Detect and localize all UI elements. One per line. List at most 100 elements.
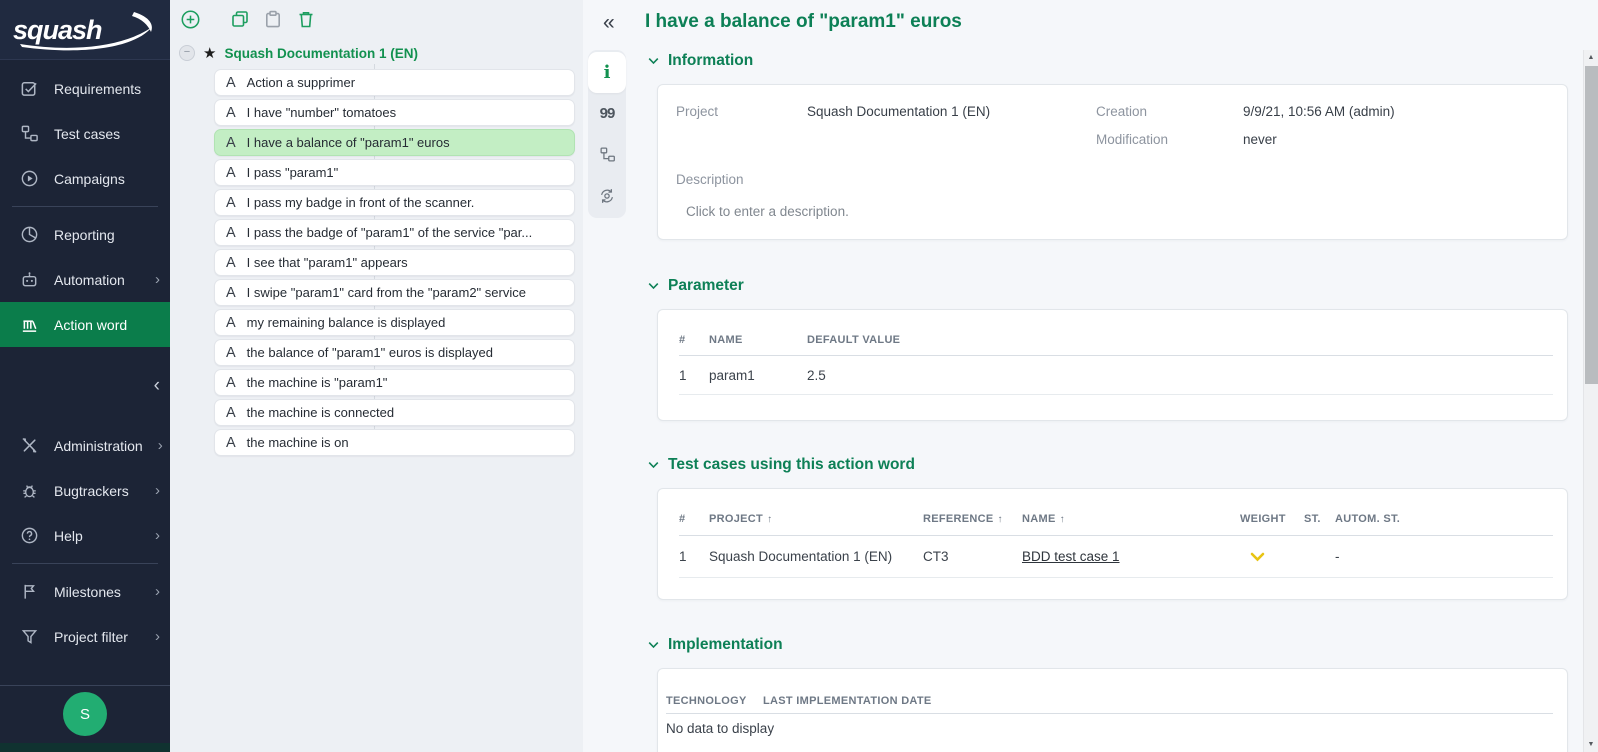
section-header-information[interactable]: Information <box>648 52 753 70</box>
avatar[interactable]: S <box>63 692 107 736</box>
tree-item-action-word[interactable]: A I swipe "param1" card from the "param2… <box>214 279 575 306</box>
scroll-up-icon[interactable]: ▲ <box>1587 54 1595 61</box>
tree-item-action-word[interactable]: A the balance of "param1" euros is displ… <box>214 339 575 366</box>
sidebar-item-milestones[interactable]: Milestones › <box>0 569 170 614</box>
tree-item-action-word[interactable]: A I see that "param1" appears <box>214 249 575 276</box>
circle-plus-icon[interactable] <box>178 7 202 31</box>
squash-logo[interactable]: squash <box>0 0 170 60</box>
action-word-tree-panel: − ★ Squash Documentation 1 (EN) A Action… <box>170 0 583 752</box>
tree-root-label: Squash Documentation 1 (EN) <box>224 45 418 61</box>
tree-item-action-word[interactable]: A my remaining balance is displayed <box>214 309 575 336</box>
sidebar-divider <box>0 685 170 686</box>
tree-item-action-word[interactable]: A I have a balance of "param1" euros <box>214 129 575 156</box>
detail-tabstrip: i 99 <box>588 50 626 218</box>
tree-item-label: I pass my badge in front of the scanner. <box>246 195 475 210</box>
sidebar-collapse-icon[interactable]: ‹ <box>153 375 160 396</box>
sidebar-item-requirements[interactable]: Requirements <box>0 66 170 111</box>
action-word-type-letter: A <box>226 314 236 331</box>
column-name[interactable]: NAME <box>1022 513 1240 535</box>
test-case-link[interactable]: BDD test case 1 <box>1022 549 1120 564</box>
chevron-down-icon <box>648 57 659 65</box>
parameter-row[interactable]: 1 param1 2.5 <box>679 356 1553 395</box>
tree-item-action-word[interactable]: A the machine is on <box>214 429 575 456</box>
implementation-card: TECHNOLOGY LAST IMPLEMENTATION DATE No d… <box>657 668 1568 752</box>
tree-item-action-word[interactable]: A I pass my badge in front of the scanne… <box>214 189 575 216</box>
tree-item-label: I have a balance of "param1" euros <box>246 135 450 150</box>
test-case-project: Squash Documentation 1 (EN) <box>709 549 893 564</box>
tree-toolbar <box>178 7 318 31</box>
tree-item-action-word[interactable]: A I pass the badge of "param1" of the se… <box>214 219 575 246</box>
sidebar-item-administration[interactable]: Administration › <box>0 423 170 468</box>
tab-automation[interactable] <box>588 175 626 216</box>
automation-status-icon <box>598 187 616 205</box>
panel-collapse-icon[interactable]: « <box>603 11 615 34</box>
section-title: Test cases using this action word <box>668 456 915 473</box>
copy-icon[interactable] <box>228 7 252 31</box>
creation-label: Creation <box>1096 104 1148 119</box>
action-word-list: A Action a supprimer A I have "number" t… <box>170 69 583 459</box>
tree-item-action-word[interactable]: A I have "number" tomatoes <box>214 99 575 126</box>
sidebar-item-label: Reporting <box>54 226 115 243</box>
section-title: Information <box>668 52 754 69</box>
avatar-label: S <box>79 705 90 723</box>
scrollbar-thumb[interactable] <box>1585 66 1598 384</box>
section-header-test-cases[interactable]: Test cases using this action word <box>648 456 915 474</box>
sidebar-item-project-filter[interactable]: Project filter › <box>0 614 170 659</box>
scroll-down-icon[interactable]: ▼ <box>1587 741 1595 748</box>
sidebar-item-automation[interactable]: Automation › <box>0 257 170 302</box>
column-num: # <box>679 334 686 346</box>
section-header-implementation[interactable]: Implementation <box>648 636 783 654</box>
action-word-type-letter: A <box>226 104 236 121</box>
bugtrackers-icon <box>19 481 39 501</box>
sidebar-item-test-cases[interactable]: Test cases <box>0 111 170 156</box>
column-autom-status[interactable]: AUTOM. ST. <box>1335 513 1401 525</box>
column-reference[interactable]: REFERENCE <box>923 513 1022 535</box>
action-word-type-letter: A <box>226 404 236 421</box>
param-default-value[interactable]: 2.5 <box>807 367 826 383</box>
param-num: 1 <box>679 367 687 383</box>
information-card: Project Squash Documentation 1 (EN) Crea… <box>657 84 1568 240</box>
tab-test-cases[interactable] <box>588 134 626 175</box>
tree-item-action-word[interactable]: A the machine is "param1" <box>214 369 575 396</box>
chevron-right-icon: › <box>155 628 160 645</box>
page-title: I have a balance of "param1" euros <box>645 11 962 32</box>
sidebar-item-label: Automation <box>54 271 125 288</box>
creation-value: 9/9/21, 10:56 AM (admin) <box>1243 104 1395 119</box>
tree-item-action-word[interactable]: A the machine is connected <box>214 399 575 426</box>
action-word-type-letter: A <box>226 284 236 301</box>
action-word-icon <box>19 315 39 335</box>
paste-icon[interactable] <box>261 7 285 31</box>
sidebar-item-reporting[interactable]: Reporting <box>0 212 170 257</box>
nav-divider <box>12 206 158 207</box>
trash-icon[interactable] <box>294 7 318 31</box>
sidebar-item-action-word[interactable]: Action word <box>0 302 170 347</box>
tree-item-label: my remaining balance is displayed <box>246 315 446 330</box>
collapse-minus-icon[interactable]: − <box>179 45 195 61</box>
tab-information[interactable]: i <box>588 52 626 93</box>
tree-root-project[interactable]: − ★ Squash Documentation 1 (EN) <box>179 45 418 61</box>
sidebar-item-campaigns[interactable]: Campaigns <box>0 156 170 201</box>
action-word-type-letter: A <box>226 344 236 361</box>
section-header-parameter[interactable]: Parameter <box>648 277 744 295</box>
sidebar-item-label: Administration <box>54 437 143 454</box>
tree-item-label: the machine is on <box>246 435 349 450</box>
description-placeholder[interactable]: Click to enter a description. <box>686 204 849 219</box>
project-value: Squash Documentation 1 (EN) <box>807 104 991 119</box>
column-project[interactable]: PROJECT <box>709 513 923 535</box>
implementation-table: TECHNOLOGY LAST IMPLEMENTATION DATE No d… <box>666 695 1553 736</box>
sidebar-item-bugtrackers[interactable]: Bugtrackers › <box>0 468 170 513</box>
help-icon <box>19 526 39 546</box>
chevron-down-icon[interactable] <box>1240 552 1304 562</box>
tree-item-action-word[interactable]: A Action a supprimer <box>214 69 575 96</box>
tree-item-label: I have "number" tomatoes <box>246 105 397 120</box>
tab-description[interactable]: 99 <box>588 93 626 134</box>
column-name: NAME <box>709 334 743 346</box>
tree-item-action-word[interactable]: A I pass "param1" <box>214 159 575 186</box>
parameter-table: # NAME DEFAULT VALUE 1 param1 2.5 <box>679 334 1553 395</box>
quote-icon: 99 <box>599 105 616 122</box>
column-status[interactable]: ST. <box>1304 513 1321 525</box>
sidebar-item-help[interactable]: Help › <box>0 513 170 558</box>
sidebar-item-label: Project filter <box>54 628 128 645</box>
column-weight[interactable]: WEIGHT <box>1240 513 1286 525</box>
squash-logo-text: squash <box>13 15 102 45</box>
